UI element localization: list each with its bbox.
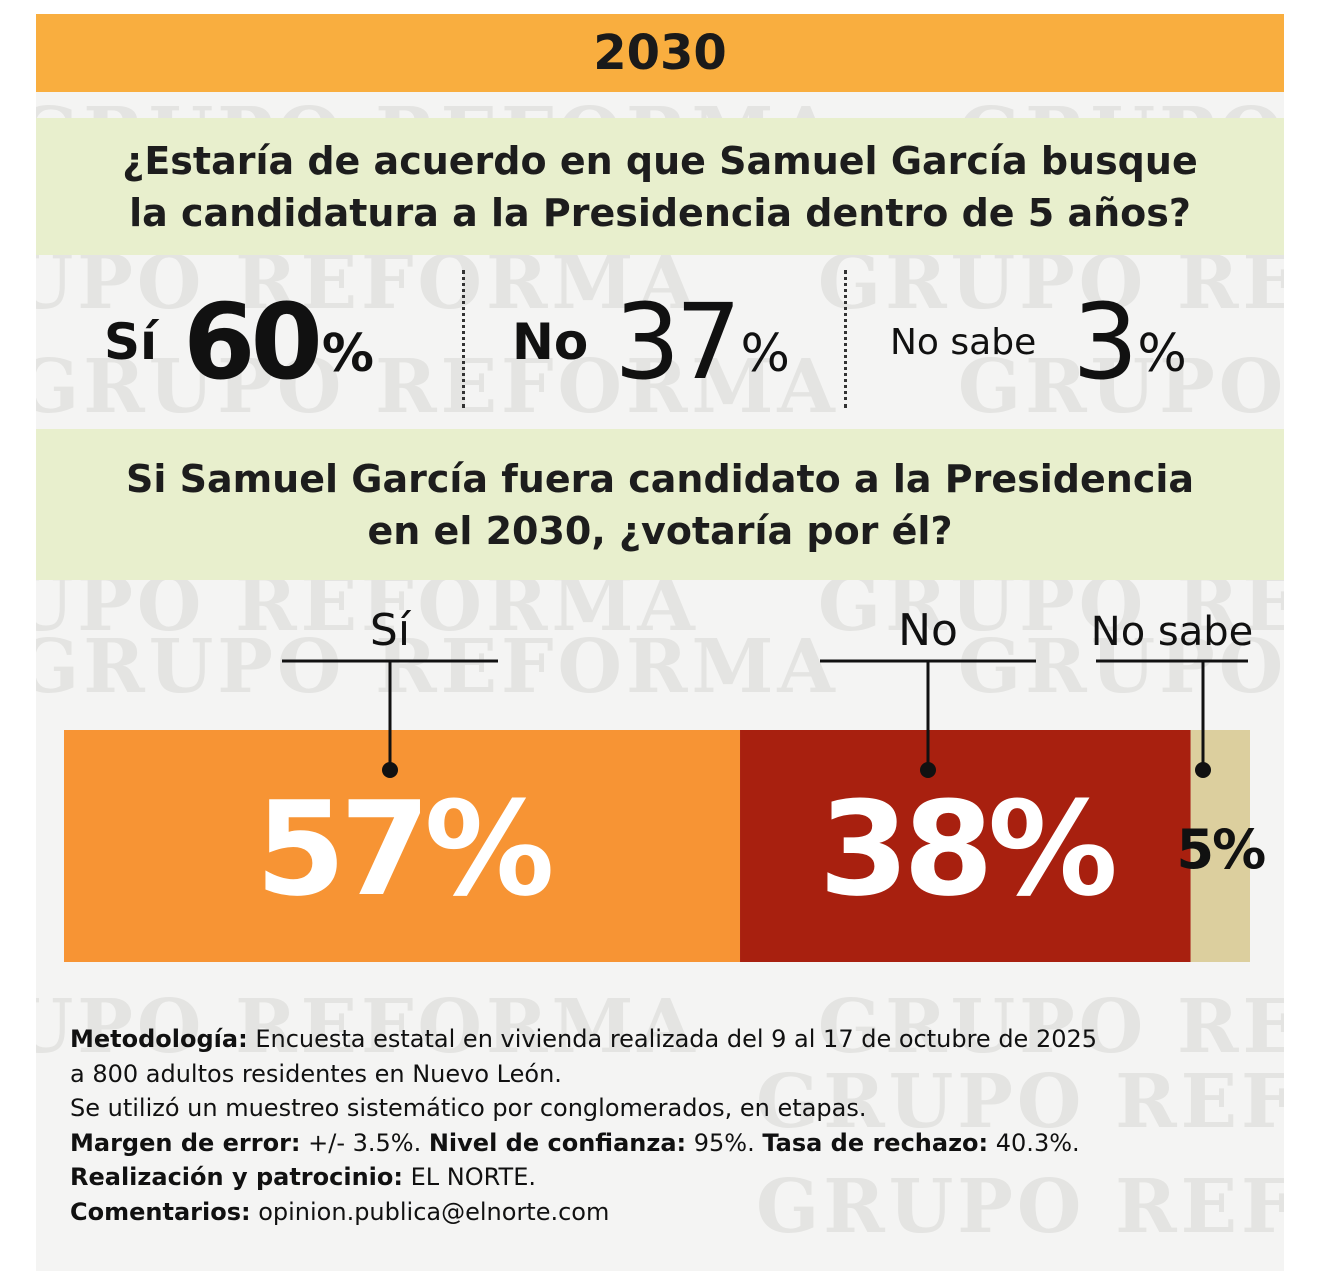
- comments-value: opinion.publica@elnorte.com: [250, 1197, 610, 1226]
- rejection-label: Tasa de rechazo:: [762, 1128, 989, 1157]
- category-label-nosabe: No sabe: [1091, 609, 1253, 655]
- q1-unit-no: %: [740, 324, 790, 384]
- header-bar: 2030: [36, 14, 1284, 92]
- q1-value-nosabe: 3: [1072, 281, 1138, 403]
- q1-result-nosabe: No sabe 3 %: [890, 282, 1187, 402]
- confidence-label: Nivel de confianza:: [428, 1128, 687, 1157]
- q1-unit-si: %: [321, 324, 374, 384]
- category-connector-dot-si: [382, 762, 398, 778]
- category-connector-dot-nosabe: [1195, 762, 1211, 778]
- q1-label-nosabe: No sabe: [890, 321, 1037, 363]
- methodology-line2: a 800 adultos residentes en Nuevo León.: [70, 1059, 562, 1088]
- sampling-line: Se utilizó un muestreo sistemático por c…: [70, 1094, 867, 1123]
- question2-line2: en el 2030, ¿votaría por él?: [367, 508, 953, 553]
- question2-line1: Si Samuel García fuera candidato a la Pr…: [125, 456, 1195, 501]
- question1-band: ¿Estaría de acuerdo en que Samuel García…: [36, 118, 1284, 255]
- category-label-si: Sí: [370, 605, 412, 656]
- header-title: 2030: [593, 25, 727, 81]
- q1-separator: [462, 270, 465, 408]
- stacked-bar-chart: 57% Sí 38% No 5% No sabe: [36, 14, 1284, 1019]
- question1-line2: la candidatura a la Presidencia dentro d…: [129, 190, 1191, 235]
- bar-segment-si: [64, 730, 741, 962]
- sponsor-value: EL NORTE.: [402, 1163, 537, 1192]
- rejection-value: 40.3%.: [988, 1128, 1080, 1157]
- q1-value-si: 60: [183, 281, 323, 403]
- margin-value: +/- 3.5%.: [300, 1128, 429, 1157]
- q1-result-si: Sí 60 %: [104, 282, 374, 402]
- q1-result-no: No 37 %: [512, 282, 790, 402]
- bar-value-label-no: 38%: [819, 773, 1115, 925]
- bar-value-label-si: 57%: [255, 773, 551, 925]
- q1-label-no: No: [512, 313, 589, 371]
- sponsor-label: Realización y patrocinio:: [70, 1163, 403, 1192]
- margin-label: Margen de error:: [70, 1128, 301, 1157]
- infographic-panel: GRUPO REFORMA GRUPO REFORMA GRUPO REFORM…: [36, 14, 1284, 1271]
- comments-label: Comentarios:: [70, 1197, 251, 1226]
- methodology-text: Encuesta estatal en vivienda realizada d…: [247, 1025, 1098, 1053]
- q1-label-si: Sí: [104, 313, 158, 371]
- methodology-footer: Metodología: Encuesta estatal en viviend…: [70, 1022, 1260, 1230]
- q1-value-no: 37: [614, 281, 741, 403]
- methodology-label: Metodología:: [70, 1025, 248, 1053]
- bar-value-label-nosabe: 5%: [1177, 818, 1266, 881]
- category-label-no: No: [898, 605, 958, 656]
- bar-segment-no: [740, 730, 1191, 962]
- question1-line1: ¿Estaría de acuerdo en que Samuel García…: [122, 138, 1198, 183]
- q1-separator: [844, 270, 847, 408]
- q1-unit-nosabe: %: [1137, 324, 1187, 384]
- question2-band: Si Samuel García fuera candidato a la Pr…: [36, 429, 1284, 580]
- category-connector-dot-no: [920, 762, 936, 778]
- confidence-value: 95%.: [686, 1128, 763, 1157]
